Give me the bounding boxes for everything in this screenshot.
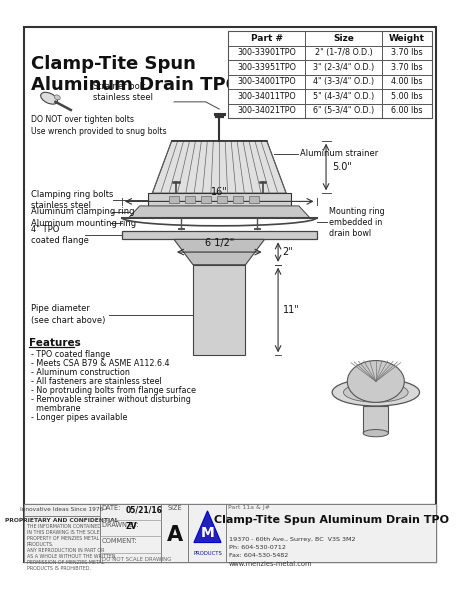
Bar: [100, 503, 161, 562]
Bar: [188, 503, 226, 562]
Text: 300-33901TPO: 300-33901TPO: [237, 49, 295, 58]
Text: PROPRIETARY AND CONFIDENTIAL: PROPRIETARY AND CONFIDENTIAL: [5, 518, 118, 523]
Bar: [24, 503, 436, 562]
Polygon shape: [194, 511, 220, 542]
Bar: [217, 196, 227, 203]
Text: - Aluminum construction: - Aluminum construction: [31, 368, 130, 377]
Text: DRAWN BY:: DRAWN BY:: [101, 522, 138, 528]
Text: Pipe diameter
(see chart above): Pipe diameter (see chart above): [31, 304, 105, 325]
Text: M: M: [200, 526, 214, 541]
Ellipse shape: [347, 361, 403, 403]
Text: DATE:: DATE:: [101, 505, 121, 511]
Text: 05/21/16: 05/21/16: [125, 505, 162, 514]
Text: Clamp-Tite Spun
Aluminum Drain TPO: Clamp-Tite Spun Aluminum Drain TPO: [31, 55, 240, 94]
Text: Part #: Part #: [250, 34, 282, 43]
Text: 300-33951TPO: 300-33951TPO: [237, 63, 296, 72]
Text: Aluminum mounting ring: Aluminum mounting ring: [31, 218, 136, 227]
Text: 3" (2-3/4" O.D.): 3" (2-3/4" O.D.): [313, 63, 374, 72]
Text: 6 1/2": 6 1/2": [204, 238, 233, 248]
Text: DO NOT SCALE DRAWING: DO NOT SCALE DRAWING: [101, 557, 171, 562]
Text: COMMENT:: COMMENT:: [101, 538, 137, 544]
Text: 6" (5-3/4" O.D.): 6" (5-3/4" O.D.): [313, 106, 374, 115]
Text: Clamp-Tite Spun Aluminum Drain TPO: Clamp-Tite Spun Aluminum Drain TPO: [213, 515, 448, 525]
Text: 16": 16": [210, 187, 227, 197]
Bar: [363, 406, 388, 433]
Bar: [232, 196, 242, 203]
Text: Fax: 604-530-5482: Fax: 604-530-5482: [229, 553, 288, 558]
Text: 2": 2": [282, 247, 293, 257]
Text: 2" (1-7/8 O.D.): 2" (1-7/8 O.D.): [314, 49, 372, 58]
Bar: [169, 196, 179, 203]
Bar: [201, 196, 211, 203]
Ellipse shape: [332, 379, 419, 406]
Bar: [122, 231, 316, 239]
Text: - No protruding bolts from flange surface: - No protruding bolts from flange surfac…: [31, 386, 195, 395]
Text: 300-34001TPO: 300-34001TPO: [237, 77, 295, 86]
Text: 5" (4-3/4" O.D.): 5" (4-3/4" O.D.): [313, 92, 374, 101]
Text: membrane: membrane: [31, 404, 81, 413]
Bar: [24, 503, 100, 517]
Text: Aluminum clamping ring: Aluminum clamping ring: [31, 207, 134, 216]
Bar: [161, 503, 188, 562]
Text: 4.00 lbs: 4.00 lbs: [390, 77, 422, 86]
Ellipse shape: [54, 95, 60, 100]
Text: 300-34021TPO: 300-34021TPO: [237, 106, 295, 115]
Polygon shape: [152, 141, 286, 193]
Text: Part 11a & J#: Part 11a & J#: [228, 505, 270, 511]
Bar: [24, 517, 100, 562]
Text: - All fasteners are stainless steel: - All fasteners are stainless steel: [31, 377, 162, 386]
Text: 5.0": 5.0": [332, 162, 351, 172]
Polygon shape: [174, 239, 264, 265]
Text: Aluminum strainer: Aluminum strainer: [300, 149, 378, 158]
Text: - Longer pipes available: - Longer pipes available: [31, 413, 127, 422]
Text: Innovative Ideas Since 1976: Innovative Ideas Since 1976: [20, 508, 103, 512]
Text: DO NOT over tighten bolts
Use wrench provided to snug bolts: DO NOT over tighten bolts Use wrench pro…: [31, 115, 166, 136]
Text: Mounting ring
embedded in
drain bowl: Mounting ring embedded in drain bowl: [328, 206, 384, 238]
Text: A: A: [167, 525, 182, 545]
Text: 3.70 lbs: 3.70 lbs: [390, 49, 422, 58]
Polygon shape: [129, 206, 309, 218]
Text: 5.00 lbs: 5.00 lbs: [390, 92, 422, 101]
Text: www.menzies-metal.com: www.menzies-metal.com: [229, 561, 312, 567]
Bar: [193, 265, 245, 355]
Text: Size: Size: [332, 34, 353, 43]
Text: SIZE: SIZE: [167, 505, 182, 511]
Text: Features: Features: [29, 338, 81, 348]
Bar: [228, 31, 431, 118]
Text: 6.00 lbs: 6.00 lbs: [390, 106, 422, 115]
Text: ZV: ZV: [125, 522, 136, 531]
Text: PRODUCTS: PRODUCTS: [193, 551, 221, 556]
Bar: [147, 193, 290, 206]
Text: 4" (3-3/4" O.D.): 4" (3-3/4" O.D.): [313, 77, 374, 86]
Text: 4" TPO
coated flange: 4" TPO coated flange: [31, 225, 89, 245]
Text: Ph: 604-530-0712: Ph: 604-530-0712: [229, 545, 286, 550]
Text: - Removable strainer without disturbing: - Removable strainer without disturbing: [31, 395, 190, 404]
Text: 19370 - 60th Ave., Surrey, BC  V3S 3M2: 19370 - 60th Ave., Surrey, BC V3S 3M2: [229, 536, 355, 542]
Text: Clamping ring bolts
stainless steel: Clamping ring bolts stainless steel: [31, 190, 113, 209]
Text: Strainer bolt
stainless steel: Strainer bolt stainless steel: [92, 82, 152, 102]
Bar: [226, 503, 436, 562]
Text: THE INFORMATION CONTAINED
IN THIS DRAWING IS THE SOLE
PROPERTY OF MENZIES METAL
: THE INFORMATION CONTAINED IN THIS DRAWIN…: [26, 524, 115, 571]
Text: 3.70 lbs: 3.70 lbs: [390, 63, 422, 72]
Text: - TPO coated flange: - TPO coated flange: [31, 350, 110, 359]
Ellipse shape: [41, 92, 57, 104]
Text: - Meets CSA B79 & ASME A112.6.4: - Meets CSA B79 & ASME A112.6.4: [31, 359, 169, 368]
Ellipse shape: [363, 430, 388, 437]
Bar: [249, 196, 258, 203]
Ellipse shape: [343, 382, 407, 402]
Text: 300-34011TPO: 300-34011TPO: [237, 92, 295, 101]
Text: Weight: Weight: [388, 34, 424, 43]
Bar: [184, 196, 194, 203]
Text: 11": 11": [282, 305, 299, 315]
